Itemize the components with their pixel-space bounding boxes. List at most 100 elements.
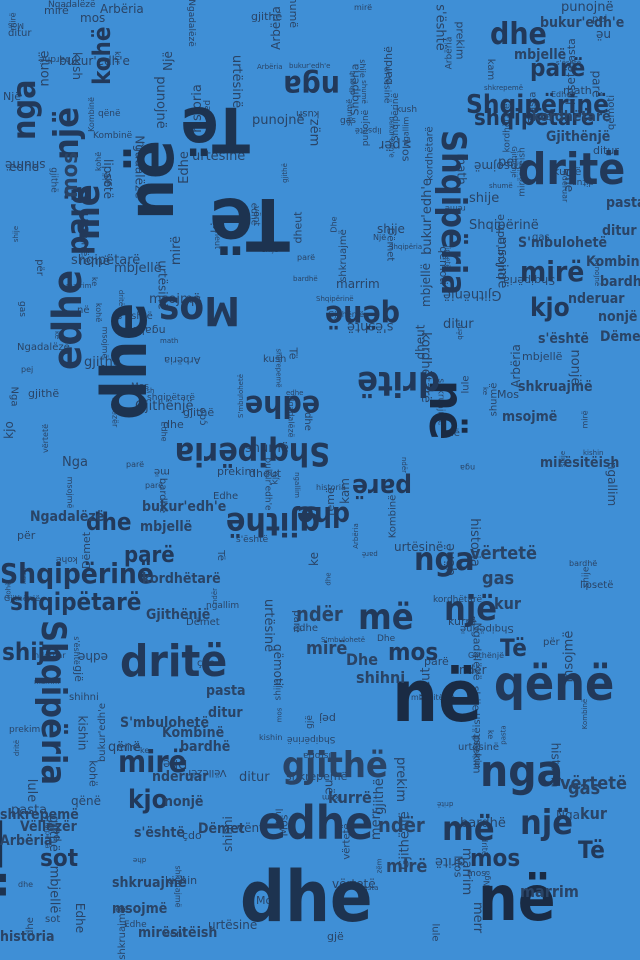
cloud-word-micro: Një	[160, 51, 175, 71]
cloud-word-micro: bardhë	[460, 816, 506, 831]
cloud-word: mirësitëish	[540, 455, 620, 471]
cloud-word-micro: për	[379, 137, 401, 152]
cloud-word-micro: mirë	[116, 741, 141, 754]
cloud-word-micro: shkrepemë	[484, 84, 524, 92]
cloud-word: nonjë	[164, 794, 204, 810]
cloud-word-micro: bukur'edh'e	[59, 54, 130, 68]
cloud-word-micro: Nga	[556, 808, 580, 822]
cloud-word-micro: Edhe	[73, 902, 88, 934]
cloud-word-micro: dheut	[413, 324, 428, 360]
cloud-word-micro: ndër	[211, 587, 220, 605]
cloud-word-micro: shumë	[488, 382, 500, 417]
cloud-word-micro: kishin	[165, 874, 198, 887]
cloud-word-micro: math	[160, 337, 179, 345]
cloud-word-micro: mirë	[354, 3, 373, 12]
cloud-word-micro: qënë	[108, 740, 141, 755]
cloud-word-micro: Arbëria	[444, 36, 455, 70]
cloud-word-micro: gjithë	[84, 355, 121, 370]
cloud-word-micro: lipsetë	[355, 126, 382, 135]
cloud-word: dritë	[120, 636, 228, 687]
cloud-word-micro: pej	[592, 14, 608, 25]
cloud-word-micro: marrim	[336, 277, 380, 291]
cloud-word-micro: mirësitëish	[116, 387, 155, 395]
cloud-word-micro: edhe	[78, 650, 108, 664]
cloud-word-micro: pej	[21, 365, 34, 374]
cloud-word-micro: ditur	[239, 770, 270, 785]
cloud-word-micro: parë	[297, 253, 316, 262]
cloud-word-micro: qënë	[71, 794, 101, 808]
cloud-word: dhe	[240, 856, 373, 938]
cloud-word: Vëllezër	[20, 819, 77, 835]
cloud-word: në	[115, 139, 189, 220]
cloud-word-micro: dheut	[348, 71, 358, 96]
cloud-word-micro: zëm	[375, 858, 384, 874]
cloud-word-micro: ngallim	[401, 116, 411, 147]
cloud-word-micro: gas	[16, 301, 27, 317]
cloud-word-micro: çdo	[197, 658, 215, 669]
cloud-word-micro: mirësitëish	[411, 693, 455, 702]
cloud-word-micro: Dhe	[329, 216, 339, 233]
cloud-word-micro: punojnë	[152, 76, 168, 129]
cloud-word-micro: Edhe	[124, 920, 147, 930]
cloud-word: pasta	[606, 195, 640, 211]
cloud-word-micro: Një	[373, 233, 387, 242]
cloud-word-micro: math	[563, 84, 592, 97]
cloud-word-micro: vënt	[237, 821, 264, 835]
cloud-word-micro: mos	[467, 869, 486, 879]
cloud-word: kjo	[530, 293, 570, 323]
cloud-word: Shqipërinë	[466, 90, 609, 120]
cloud-word-micro: punojnë	[561, 0, 614, 15]
cloud-word-micro: s'është	[556, 59, 582, 67]
cloud-word-micro: mirë	[8, 12, 18, 31]
cloud-word-micro: Shqipërinë	[391, 92, 402, 142]
cloud-word-micro: shije	[12, 225, 21, 243]
cloud-word: qënë	[494, 656, 615, 712]
cloud-word: Kombinë	[586, 254, 640, 270]
cloud-word-micro: Ngadalëzë	[48, 0, 96, 10]
cloud-word-micro: kishin	[75, 715, 90, 751]
cloud-word-micro: pej	[498, 155, 518, 170]
cloud-word-micro: shije	[262, 246, 279, 254]
cloud-word-micro: gjithë	[183, 406, 215, 419]
cloud-word-micro: prekim	[9, 725, 41, 735]
cloud-word-micro: parë	[362, 550, 378, 558]
cloud-word-micro: Shqipërinë	[287, 734, 336, 744]
cloud-word-micro: Shqipërinë	[469, 218, 539, 233]
cloud-word-micro: Një	[3, 90, 22, 103]
cloud-word: mirë	[386, 856, 428, 877]
cloud-word-micro: nderuar	[34, 651, 66, 660]
cloud-word-micro: shije	[377, 222, 405, 236]
cloud-word-micro: shije	[469, 191, 500, 206]
cloud-word-micro: kishin	[583, 449, 604, 457]
cloud-word-micro: marrim	[34, 678, 60, 686]
cloud-word: mbjellë	[140, 519, 193, 535]
cloud-word-micro: lule	[429, 923, 441, 942]
cloud-word-micro: ndër	[459, 663, 487, 677]
cloud-word-micro: Mos	[131, 382, 149, 392]
cloud-word-micro: qënë	[98, 109, 121, 119]
cloud-word-micro: Edhe	[213, 491, 239, 502]
cloud-word-micro: Shqipëria	[389, 243, 423, 251]
cloud-word: bardhë	[600, 274, 640, 290]
cloud-word-micro: mos	[275, 707, 284, 723]
cloud-word-micro: urtësinë	[458, 742, 500, 753]
cloud-word: Shqipëria	[433, 130, 473, 296]
cloud-word: gjithë	[282, 745, 388, 786]
cloud-word-micro: bukur'edh'e	[289, 62, 331, 70]
cloud-word: shkruajmë	[518, 379, 593, 395]
cloud-word-micro: Gjithënjë	[4, 594, 40, 603]
cloud-word-micro: mbjellë	[419, 262, 434, 308]
cloud-word-micro: dritë	[13, 739, 22, 757]
cloud-word: gas	[482, 568, 515, 589]
cloud-word: vërtetë	[560, 773, 627, 794]
cloud-word: mirë	[306, 638, 348, 659]
cloud-word: mirësitëish	[138, 925, 218, 941]
cloud-word-micro: gjë	[71, 665, 85, 682]
cloud-word-micro: bukur'edh'e	[97, 702, 109, 763]
cloud-word-micro: qëmoti	[271, 643, 286, 687]
cloud-word-micro: shumë	[287, 0, 301, 29]
cloud-word: Mos	[158, 287, 240, 333]
cloud-word-micro: ditur	[8, 28, 32, 39]
cloud-word-micro: Arbëria	[257, 63, 283, 71]
